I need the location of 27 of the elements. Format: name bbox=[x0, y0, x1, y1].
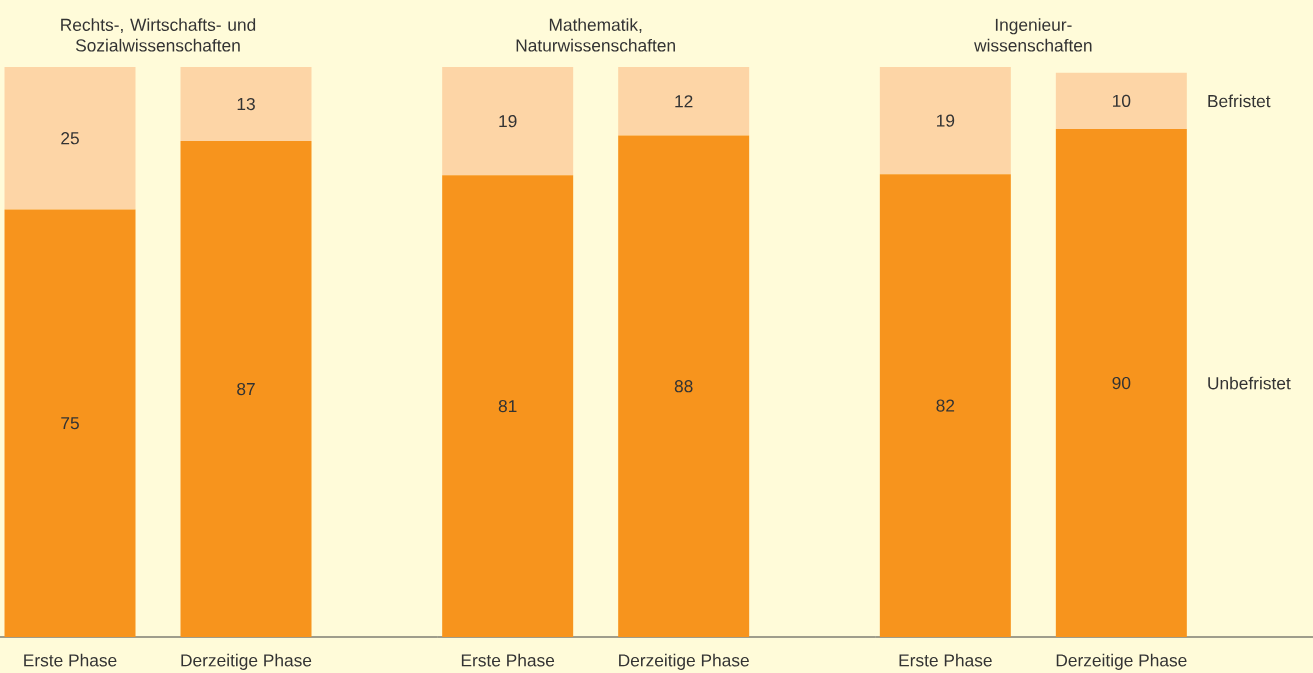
data-label: 19 bbox=[499, 115, 517, 128]
data-label: 12 bbox=[675, 95, 693, 108]
data-label: 75 bbox=[61, 417, 79, 430]
data-label: 81 bbox=[498, 400, 517, 413]
data-label: 88 bbox=[674, 380, 693, 393]
data-label: 13 bbox=[237, 97, 255, 111]
x-tick-label: Derzeitige Phase bbox=[619, 653, 749, 670]
chart-title: Rechts-, Wirtschafts- und Sozialwissenschaften bbox=[61, 18, 256, 52]
x-tick-label: Erste Phase bbox=[899, 653, 992, 667]
chart-title: Ingenieur-wissenschaften bbox=[974, 18, 1092, 52]
series-label: Unbefristet bbox=[1208, 376, 1291, 390]
bar bbox=[879, 66, 1011, 175]
data-label: 25 bbox=[61, 132, 79, 145]
x-tick-label: Erste Phase bbox=[24, 653, 117, 667]
x-tick-label: Derzeitige Phase bbox=[181, 653, 312, 670]
series-label: Befristet bbox=[1208, 94, 1271, 108]
x-tick-label: Derzeitige Phase bbox=[1056, 653, 1187, 670]
bar bbox=[1055, 72, 1187, 130]
data-label: 82 bbox=[936, 399, 955, 412]
bar bbox=[879, 174, 1011, 637]
chart-title: Mathematik, Naturwissenschaften bbox=[516, 18, 675, 52]
bar bbox=[1055, 129, 1187, 637]
x-tick-label: Erste Phase bbox=[461, 653, 555, 667]
data-label: 90 bbox=[1112, 376, 1131, 390]
data-label: 19 bbox=[937, 114, 955, 127]
data-label: 10 bbox=[1113, 94, 1131, 107]
data-label: 87 bbox=[237, 382, 255, 396]
